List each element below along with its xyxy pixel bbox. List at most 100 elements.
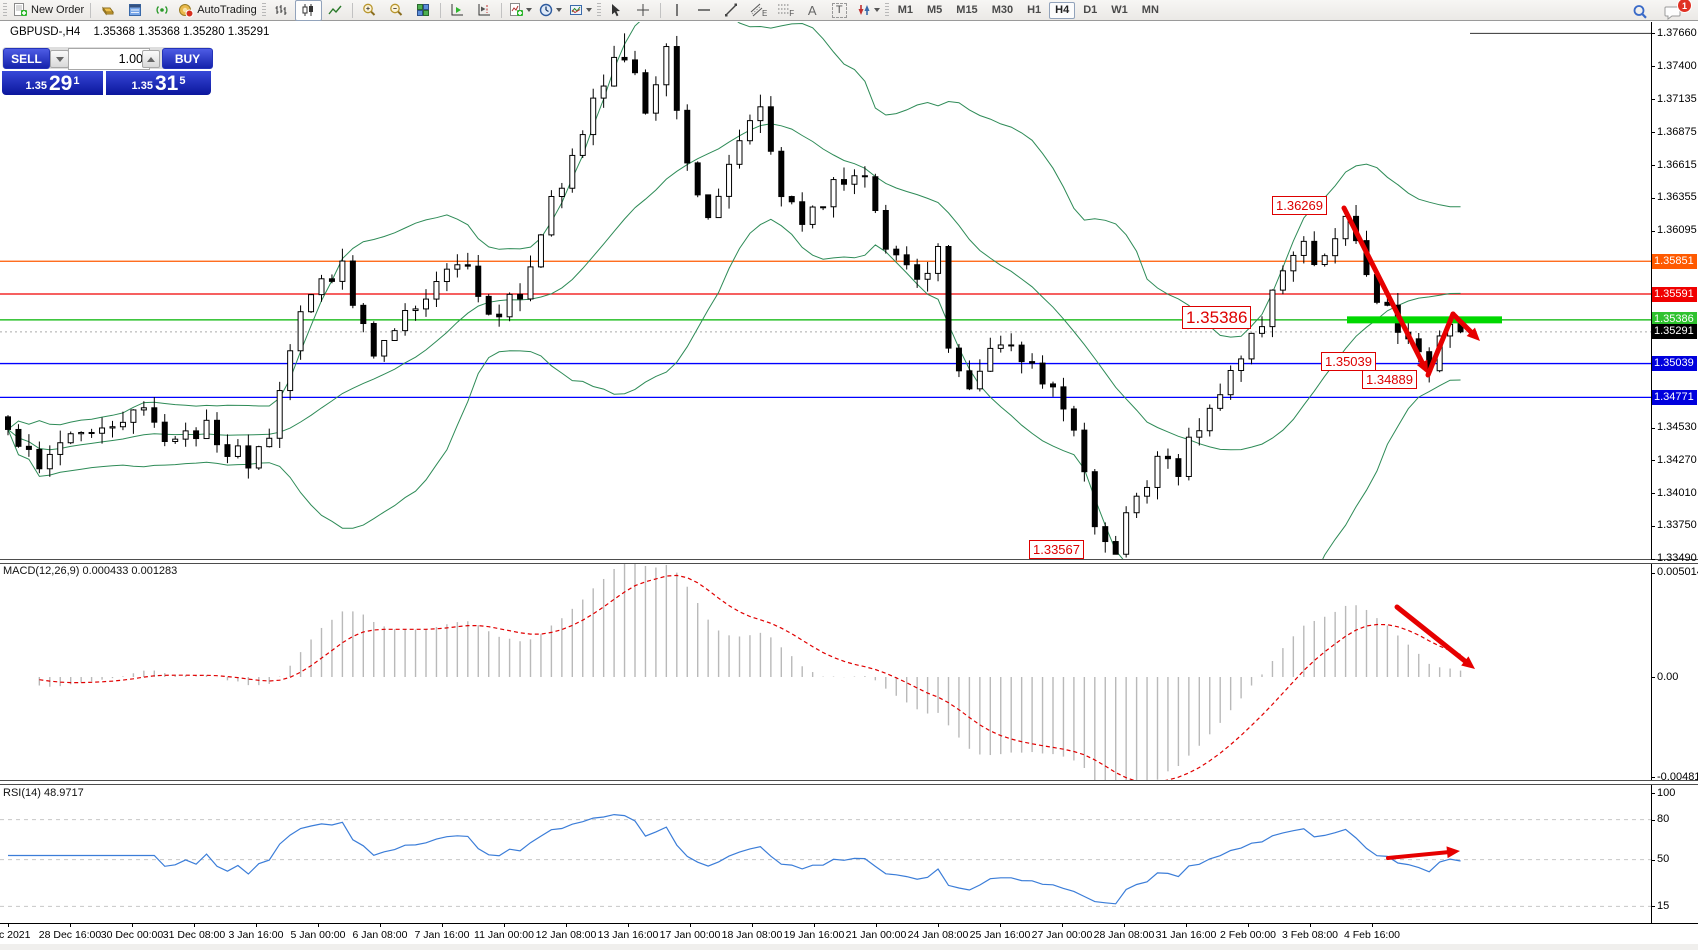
candle-body: [464, 264, 471, 267]
volume-decrease-button[interactable]: [50, 50, 69, 68]
data-window-button[interactable]: [121, 0, 148, 21]
fibonacci-button[interactable]: F: [772, 0, 799, 21]
horizontal-line-button[interactable]: [691, 0, 718, 21]
auto-scroll-button[interactable]: [444, 0, 471, 21]
triangle-down-icon: [55, 56, 64, 62]
zoom-out-button[interactable]: [383, 0, 410, 21]
price-tick-label: 1.36095: [1657, 224, 1697, 237]
crosshair-button[interactable]: [630, 0, 657, 21]
time-axis-label: 27 Jan 00:00: [1031, 929, 1093, 941]
sell-price-display[interactable]: 1.35 29 1: [2, 71, 103, 95]
trend-arrow-2[interactable]: [1450, 311, 1474, 335]
buy-button[interactable]: BUY: [162, 48, 213, 69]
equidistant-channel-button[interactable]: E: [745, 0, 772, 21]
autotrading-label: AutoTrading: [197, 4, 257, 16]
candle-body: [506, 293, 513, 318]
macd-pane-canvas[interactable]: [0, 563, 1651, 782]
toolbar-grip[interactable]: [596, 2, 601, 18]
vertical-line-button[interactable]: [664, 0, 691, 21]
toolbar-grip[interactable]: [3, 2, 7, 18]
time-axis-label: 5 Jan 00:00: [290, 929, 346, 941]
autotrading-button[interactable]: AutoTrading: [175, 0, 260, 21]
candle-body: [193, 430, 200, 440]
annotation-label-1.34889[interactable]: 1.34889: [1362, 370, 1417, 389]
price-tick-mark: [1651, 230, 1655, 232]
green-support-bar[interactable]: [1347, 316, 1502, 324]
volume-input[interactable]: [68, 48, 150, 70]
timeframe-button-mn[interactable]: MN: [1141, 3, 1159, 16]
candle-body: [1018, 344, 1025, 363]
candlestick-icon: [302, 4, 314, 16]
buy-price-display[interactable]: 1.35 31 5: [106, 71, 211, 95]
candlestick-chart-button[interactable]: [294, 0, 322, 21]
candle-body: [224, 444, 231, 457]
pane-separator-rsi[interactable]: [0, 780, 1698, 785]
candle-body: [1102, 526, 1109, 543]
annotation-label-1.35039[interactable]: 1.35039: [1321, 352, 1376, 371]
toolbar-grip[interactable]: [261, 2, 266, 18]
arrows-button[interactable]: [853, 0, 883, 21]
trend-arrow-1[interactable]: [1425, 311, 1456, 378]
periods-button[interactable]: [535, 0, 565, 21]
rsi-line: [8, 813, 1461, 905]
trend-arrow-0[interactable]: [1341, 205, 1425, 365]
candle-body: [443, 268, 450, 283]
candle-body: [726, 163, 733, 197]
rsi-tick-mark: [1651, 859, 1655, 861]
candle-body: [590, 97, 597, 136]
notifications-button[interactable]: 1: [1659, 0, 1692, 22]
timeframe-button-m5[interactable]: M5: [927, 3, 943, 16]
annotation-label-1.36269[interactable]: 1.36269: [1272, 196, 1327, 215]
signals-button[interactable]: [148, 0, 175, 21]
search-button[interactable]: [1626, 1, 1653, 22]
timeframe-button-m1[interactable]: M1: [897, 3, 913, 16]
macd-arrow[interactable]: [1394, 604, 1468, 664]
line-chart-button[interactable]: [322, 0, 349, 21]
timeframe-button-m15[interactable]: M15: [956, 3, 978, 16]
tile-windows-button[interactable]: [410, 0, 437, 21]
price-tick-mark: [1651, 493, 1655, 495]
rsi-arrow[interactable]: [1386, 850, 1450, 860]
time-tick-mark: [442, 923, 443, 927]
zoom-in-button[interactable]: [356, 0, 383, 21]
timeframe-button-w1[interactable]: W1: [1111, 3, 1128, 16]
candle-body: [987, 347, 994, 372]
price-tick-mark: [1651, 460, 1655, 462]
rsi-pane-canvas[interactable]: [0, 785, 1651, 922]
chart-shift-button[interactable]: [471, 0, 498, 21]
candle-body: [736, 140, 743, 165]
pane-separator-macd[interactable]: [0, 559, 1698, 564]
cursor-button[interactable]: [603, 0, 630, 21]
timeframe-button-h4[interactable]: H4: [1049, 1, 1076, 19]
sell-price-pip-digit: 1: [73, 75, 80, 87]
sell-button[interactable]: SELL: [3, 48, 50, 69]
bar-chart-button[interactable]: [268, 0, 295, 21]
timeframe-button-h1[interactable]: H1: [1027, 3, 1042, 16]
candle-body: [517, 293, 524, 300]
price-chart-canvas[interactable]: [0, 22, 1651, 560]
candle-body: [903, 254, 910, 266]
new-order-button[interactable]: New Order: [9, 0, 87, 21]
candle-body: [182, 430, 189, 440]
candle-body: [1279, 270, 1286, 291]
trendline-button[interactable]: [718, 0, 745, 21]
text-button[interactable]: A: [799, 0, 826, 21]
market-watch-button[interactable]: [94, 0, 121, 21]
chart-ohlc-values: 1.35368 1.35368 1.35280 1.35291: [93, 26, 270, 38]
toolbar-grip[interactable]: [884, 2, 889, 18]
candle-body: [955, 347, 962, 372]
timeframe-button-d1[interactable]: D1: [1083, 3, 1098, 16]
autotrading-icon: [179, 4, 194, 18]
templates-button[interactable]: [565, 0, 595, 21]
volume-increase-button[interactable]: [142, 50, 160, 68]
annotation-label-1.35386[interactable]: 1.35386: [1182, 306, 1252, 329]
time-axis-label: 17 Jan 00:00: [659, 929, 721, 941]
annotation-label-1.33567[interactable]: 1.33567: [1029, 540, 1084, 559]
price-tick-mark: [1651, 525, 1655, 527]
candle-body: [757, 106, 764, 122]
candle-body: [820, 206, 827, 209]
candle-body: [485, 295, 492, 315]
text-label-button[interactable]: T: [826, 0, 853, 21]
indicators-button[interactable]: [505, 0, 535, 21]
timeframe-button-m30[interactable]: M30: [991, 3, 1014, 16]
